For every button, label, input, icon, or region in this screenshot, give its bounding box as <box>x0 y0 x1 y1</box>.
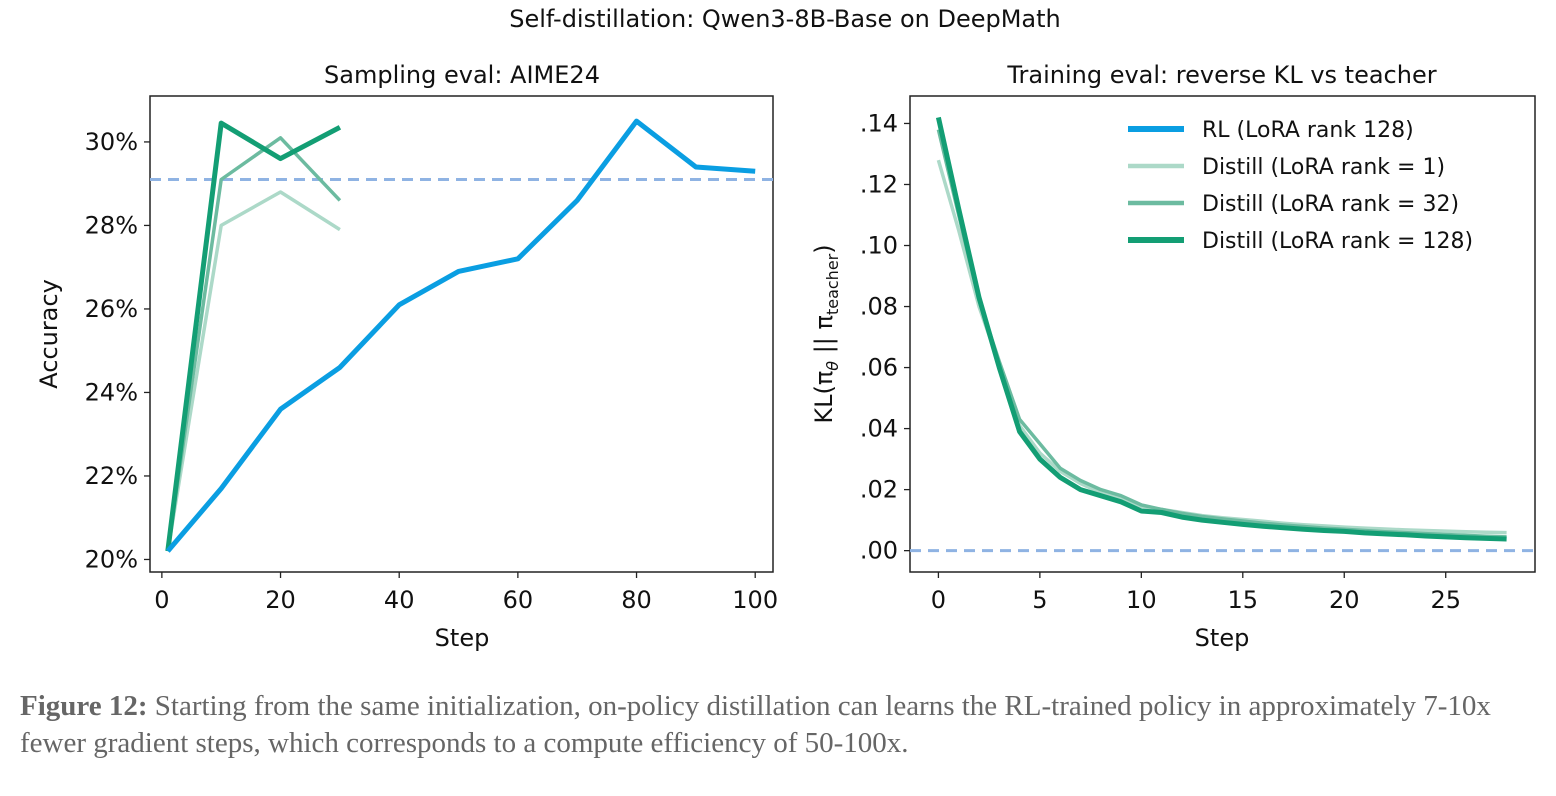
y-tick-label: .08 <box>860 293 898 321</box>
figure: Self-distillation: Qwen3-8B-Base on Deep… <box>35 5 1536 652</box>
legend-item-distill-128: Distill (LoRA rank = 128) <box>1128 229 1473 254</box>
y-tick-label: 20% <box>85 545 138 573</box>
legend-item-distill-1: Distill (LoRA rank = 1) <box>1128 155 1445 180</box>
left-chart-ylabel: Accuracy <box>35 279 63 389</box>
y-tick-label: 30% <box>85 128 138 156</box>
right-chart-xlabel: Step <box>1195 624 1250 652</box>
series-line-distill-32 <box>166 136 342 552</box>
series-line-distill-1 <box>166 190 341 552</box>
legend-label: RL (LoRA rank 128) <box>1202 118 1414 143</box>
left-chart-accuracy: Sampling eval: AIME24 Step Accuracy 0 20 4… <box>35 61 778 652</box>
caption-text: Starting from the same initialization, o… <box>20 690 1491 759</box>
x-tick-label: 25 <box>1430 586 1461 614</box>
y-tick-label: .14 <box>860 109 898 137</box>
plot-frame <box>909 95 1536 573</box>
legend-label: Distill (LoRA rank = 32) <box>1202 192 1459 217</box>
left-chart-xlabel: Step <box>435 624 490 652</box>
x-tick-label: 100 <box>732 586 778 614</box>
legend-label: Distill (LoRA rank = 1) <box>1202 155 1445 180</box>
y-tick-label: .12 <box>860 170 898 198</box>
y-tick-label: 28% <box>85 211 138 239</box>
x-tick-label: 0 <box>931 586 946 614</box>
x-tick-label: 40 <box>384 586 415 614</box>
series-line-rl <box>165 118 756 553</box>
x-tick-label: 20 <box>1329 586 1360 614</box>
x-tick-label: 10 <box>1126 586 1157 614</box>
right-chart-title: Training eval: reverse KL vs teacher <box>1006 61 1436 89</box>
series-line-distill-128 <box>165 120 342 552</box>
legend-item-distill-32: Distill (LoRA rank = 32) <box>1128 192 1459 217</box>
x-tick-label: 80 <box>621 586 652 614</box>
y-tick-label: .04 <box>860 415 898 443</box>
caption-label: Figure 12: <box>20 690 148 722</box>
y-tick-label: .10 <box>860 232 898 260</box>
y-tick-label: .00 <box>860 537 898 565</box>
y-tick-label: 22% <box>85 462 138 490</box>
plot-frame <box>149 95 774 573</box>
x-tick-label: 20 <box>265 586 296 614</box>
series-line-distill-128 <box>935 116 1507 542</box>
legend-label: Distill (LoRA rank = 128) <box>1202 229 1473 254</box>
y-tick-label: 26% <box>85 295 138 323</box>
right-chart-kl: Training eval: reverse KL vs teacher Ste… <box>810 61 1536 652</box>
x-tick-label: 5 <box>1032 586 1047 614</box>
figure-caption: Figure 12: Starting from the same initia… <box>20 688 1550 762</box>
left-chart-title: Sampling eval: AIME24 <box>324 61 600 89</box>
x-tick-label: 0 <box>154 586 169 614</box>
y-tick-label: .02 <box>860 476 898 504</box>
figure-suptitle: Self-distillation: Qwen3-8B-Base on Deep… <box>509 5 1061 33</box>
y-tick-label: .06 <box>860 354 898 382</box>
right-chart-ylabel: KL(πθ || πteacher) <box>810 244 842 423</box>
series-line-distill-32 <box>936 129 1507 539</box>
x-tick-label: 15 <box>1228 586 1259 614</box>
legend-item-rl: RL (LoRA rank 128) <box>1128 118 1414 143</box>
y-tick-label: 24% <box>85 378 138 406</box>
x-tick-label: 60 <box>503 586 534 614</box>
